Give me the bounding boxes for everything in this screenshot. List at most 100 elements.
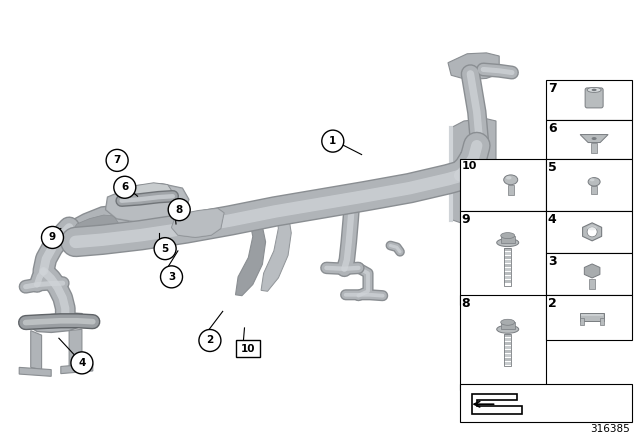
Circle shape <box>154 237 176 260</box>
Ellipse shape <box>591 89 596 91</box>
FancyBboxPatch shape <box>460 295 546 390</box>
Text: 2: 2 <box>206 336 214 345</box>
Polygon shape <box>580 134 608 142</box>
FancyBboxPatch shape <box>504 256 511 258</box>
Circle shape <box>161 266 182 288</box>
Ellipse shape <box>506 176 511 180</box>
Ellipse shape <box>470 139 477 147</box>
FancyBboxPatch shape <box>546 159 632 211</box>
Circle shape <box>199 329 221 352</box>
Polygon shape <box>261 211 291 291</box>
Polygon shape <box>29 313 86 332</box>
Circle shape <box>168 198 190 221</box>
Text: 7: 7 <box>113 155 121 165</box>
Circle shape <box>114 176 136 198</box>
Ellipse shape <box>589 178 595 181</box>
FancyBboxPatch shape <box>504 342 511 345</box>
Ellipse shape <box>500 233 515 239</box>
Polygon shape <box>451 119 496 224</box>
Circle shape <box>322 130 344 152</box>
Text: 3: 3 <box>168 272 175 282</box>
Polygon shape <box>106 184 189 223</box>
Ellipse shape <box>591 137 596 140</box>
Polygon shape <box>472 394 522 414</box>
FancyBboxPatch shape <box>460 211 546 305</box>
Text: 3: 3 <box>548 255 557 268</box>
Polygon shape <box>448 53 499 80</box>
FancyBboxPatch shape <box>504 267 511 271</box>
FancyBboxPatch shape <box>460 384 632 422</box>
Circle shape <box>587 227 597 237</box>
Text: 4: 4 <box>548 212 557 225</box>
Ellipse shape <box>588 177 600 186</box>
FancyBboxPatch shape <box>504 276 511 279</box>
Polygon shape <box>236 220 266 296</box>
FancyBboxPatch shape <box>504 248 511 250</box>
Ellipse shape <box>497 325 519 333</box>
Text: 10: 10 <box>461 161 477 171</box>
Circle shape <box>106 149 128 172</box>
Polygon shape <box>61 364 93 374</box>
Text: 6: 6 <box>548 122 557 135</box>
Ellipse shape <box>497 239 519 246</box>
Text: 6: 6 <box>121 182 129 192</box>
Text: 1: 1 <box>329 136 337 146</box>
Ellipse shape <box>470 193 477 201</box>
Polygon shape <box>31 331 42 370</box>
Circle shape <box>71 352 93 374</box>
Text: 10: 10 <box>241 344 255 353</box>
Text: 8: 8 <box>175 205 183 215</box>
Text: 5: 5 <box>548 161 557 174</box>
Text: 316385: 316385 <box>591 424 630 434</box>
FancyBboxPatch shape <box>504 259 511 263</box>
FancyBboxPatch shape <box>504 358 511 361</box>
Text: 9: 9 <box>461 212 470 225</box>
FancyBboxPatch shape <box>546 211 632 253</box>
FancyBboxPatch shape <box>591 142 597 153</box>
Text: 8: 8 <box>461 297 470 310</box>
FancyBboxPatch shape <box>504 350 511 353</box>
Polygon shape <box>69 329 82 368</box>
Ellipse shape <box>470 207 477 215</box>
Polygon shape <box>106 184 189 223</box>
Polygon shape <box>261 211 291 291</box>
Polygon shape <box>500 236 515 243</box>
FancyBboxPatch shape <box>504 252 511 254</box>
Ellipse shape <box>587 87 601 92</box>
Polygon shape <box>580 318 584 325</box>
Text: 2: 2 <box>548 297 557 310</box>
Text: 9: 9 <box>49 233 56 242</box>
Text: 7: 7 <box>548 82 557 95</box>
FancyBboxPatch shape <box>504 338 511 341</box>
Polygon shape <box>581 314 603 316</box>
Circle shape <box>42 226 63 249</box>
Polygon shape <box>172 208 224 237</box>
Polygon shape <box>580 313 604 321</box>
Ellipse shape <box>470 157 477 165</box>
Ellipse shape <box>470 175 477 183</box>
FancyBboxPatch shape <box>460 159 546 211</box>
FancyBboxPatch shape <box>591 186 597 194</box>
FancyBboxPatch shape <box>504 346 511 349</box>
FancyBboxPatch shape <box>504 354 511 357</box>
Polygon shape <box>600 318 604 325</box>
FancyBboxPatch shape <box>546 253 632 295</box>
FancyBboxPatch shape <box>504 280 511 283</box>
Ellipse shape <box>500 319 515 325</box>
Polygon shape <box>582 223 602 241</box>
FancyBboxPatch shape <box>589 279 595 289</box>
Polygon shape <box>120 183 172 201</box>
Ellipse shape <box>587 225 597 230</box>
Polygon shape <box>63 205 129 247</box>
Polygon shape <box>500 322 515 329</box>
FancyBboxPatch shape <box>546 295 632 340</box>
Ellipse shape <box>504 175 518 185</box>
Text: 5: 5 <box>161 244 169 254</box>
Text: 4: 4 <box>78 358 86 368</box>
Polygon shape <box>72 215 118 240</box>
FancyBboxPatch shape <box>546 80 632 120</box>
FancyBboxPatch shape <box>504 362 511 365</box>
FancyBboxPatch shape <box>508 185 514 195</box>
FancyBboxPatch shape <box>585 88 603 108</box>
FancyBboxPatch shape <box>504 334 511 337</box>
